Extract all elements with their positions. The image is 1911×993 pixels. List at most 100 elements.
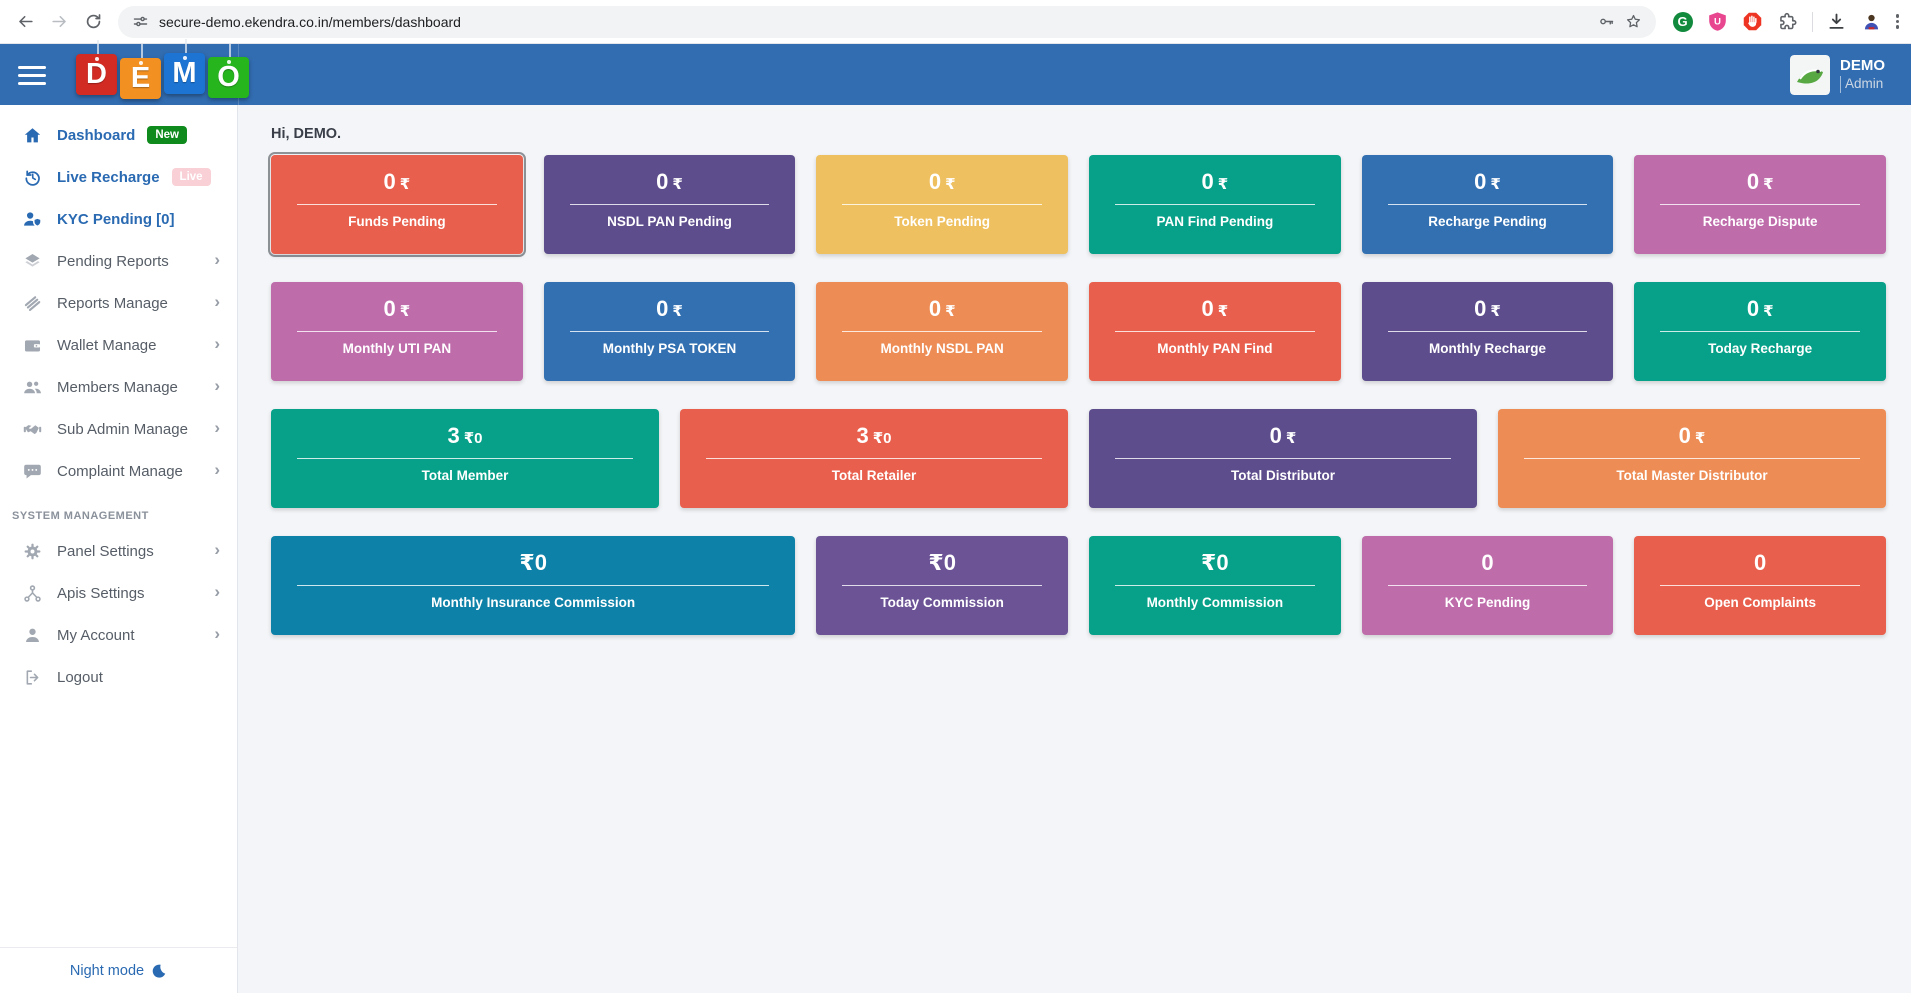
card-value-suffix: ₹ xyxy=(1490,303,1501,320)
url-text[interactable]: secure-demo.ekendra.co.in/members/dashbo… xyxy=(159,13,461,30)
site-settings-icon[interactable] xyxy=(132,13,149,30)
sidebar-item-members-manage[interactable]: Members Manage › xyxy=(0,366,237,408)
card-value-suffix: ₹ xyxy=(945,303,956,320)
sidebar-item-label: Logout xyxy=(57,668,103,686)
ublock-icon[interactable]: U xyxy=(1707,11,1729,33)
browser-profile-icon[interactable] xyxy=(1861,11,1883,33)
card-monthly-insurance-commission[interactable]: ₹0 Monthly Insurance Commission xyxy=(271,536,796,635)
logo-letter: O xyxy=(208,43,249,98)
handshake-icon xyxy=(19,420,45,439)
forward-icon[interactable] xyxy=(42,5,76,39)
sidebar-item-my-account[interactable]: My Account › xyxy=(0,614,237,656)
card-monthly-psa-token[interactable]: 0 ₹ Monthly PSA TOKEN xyxy=(543,282,796,381)
card-divider xyxy=(1115,331,1315,333)
back-icon[interactable] xyxy=(8,5,42,39)
card-value-suffix: ₹ xyxy=(672,303,683,320)
card-label: Total Master Distributor xyxy=(1616,468,1768,484)
card-today-commission[interactable]: ₹0 Today Commission xyxy=(816,536,1068,635)
card-divider xyxy=(1115,458,1451,460)
card-value-suffix: ₹ xyxy=(399,303,411,320)
sidebar-item-reports-manage[interactable]: Reports Manage › xyxy=(0,282,237,324)
sidebar-item-wallet-manage[interactable]: Wallet Manage › xyxy=(0,324,237,366)
sidebar-item-label: Live Recharge xyxy=(57,168,160,186)
sidebar-item-dashboard[interactable]: Dashboard New xyxy=(0,114,237,156)
sidebar-item-live-recharge[interactable]: Live Recharge Live xyxy=(0,156,237,198)
card-funds-pending[interactable]: 0 ₹ Funds Pending xyxy=(268,152,526,257)
card-value-suffix: ₹ xyxy=(399,176,411,193)
card-value: 0 ₹ xyxy=(1634,169,1886,194)
chevron-right-icon: › xyxy=(214,250,220,270)
sidebar-item-panel-settings[interactable]: Panel Settings › xyxy=(0,530,237,572)
sidebar-item-pending-reports[interactable]: Pending Reports › xyxy=(0,240,237,282)
card-divider xyxy=(297,585,770,587)
password-key-icon[interactable] xyxy=(1598,13,1615,30)
card-monthly-pan-find[interactable]: 0 ₹ Monthly PAN Find xyxy=(1089,282,1341,381)
card-recharge-dispute[interactable]: 0 ₹ Recharge Dispute xyxy=(1634,155,1886,254)
grammarly-icon[interactable]: G xyxy=(1672,11,1694,33)
card-nsdl-pan-pending[interactable]: 0 ₹ NSDL PAN Pending xyxy=(543,155,796,254)
user-menu[interactable]: DEMO Admin xyxy=(1790,55,1885,95)
badge-new: New xyxy=(147,126,188,144)
card-monthly-uti-pan[interactable]: 0 ₹ Monthly UTI PAN xyxy=(271,282,523,381)
user-check-icon xyxy=(19,210,45,229)
card-label: Monthly PSA TOKEN xyxy=(602,341,737,357)
card-divider xyxy=(297,458,633,460)
downloads-icon[interactable] xyxy=(1826,11,1848,33)
card-value-number: 0 xyxy=(1201,296,1214,321)
card-monthly-commission[interactable]: ₹0 Monthly Commission xyxy=(1089,536,1341,635)
card-label: Monthly Recharge xyxy=(1428,341,1546,357)
card-total-distributor[interactable]: 0 ₹ Total Distributor xyxy=(1089,409,1477,508)
card-recharge-pending[interactable]: 0 ₹ Recharge Pending xyxy=(1361,155,1614,254)
card-label: Total Distributor xyxy=(1231,468,1335,484)
sidebar-item-sub-admin-manage[interactable]: Sub Admin Manage › xyxy=(0,408,237,450)
address-bar[interactable]: secure-demo.ekendra.co.in/members/dashbo… xyxy=(118,5,1656,38)
card-value-suffix: ₹ xyxy=(1217,176,1229,193)
sidebar-nav: Dashboard New Live Recharge Live KYC Pending… xyxy=(0,105,237,698)
bookmark-star-icon[interactable] xyxy=(1625,13,1642,30)
card-value-number: 0 xyxy=(928,169,942,194)
card-divider xyxy=(1387,331,1588,333)
card-monthly-nsdl-pan[interactable]: 0 ₹ Monthly NSDL PAN xyxy=(816,282,1068,381)
sidebar-item-label: Apis Settings xyxy=(57,584,145,602)
card-value: 0 ₹ xyxy=(1089,423,1477,448)
sidebar-item-apis-settings[interactable]: Apis Settings › xyxy=(0,572,237,614)
night-mode-toggle[interactable]: Night mode xyxy=(0,947,237,993)
card-total-member[interactable]: 3 ₹0 Total Member xyxy=(271,409,659,508)
card-label: Funds Pending xyxy=(348,214,446,230)
menu-dots-icon[interactable] xyxy=(1895,14,1899,29)
sidebar-section-label: SYSTEM MANAGEMENT xyxy=(12,510,149,522)
card-value: 0 ₹ xyxy=(816,296,1068,321)
card-divider xyxy=(1115,204,1315,206)
card-token-pending[interactable]: 0 ₹ Token Pending xyxy=(816,155,1068,254)
card-value-suffix: ₹ xyxy=(945,176,956,193)
sidebar-item-kyc-pending-0[interactable]: KYC Pending [0] xyxy=(0,198,237,240)
card-value-number: 0 xyxy=(1474,296,1487,321)
card-today-recharge[interactable]: 0 ₹ Today Recharge xyxy=(1634,282,1886,381)
sidebar-item-label: Wallet Manage xyxy=(57,336,157,354)
card-open-complaints[interactable]: 0 Open Complaints xyxy=(1634,536,1886,635)
card-value-number: ₹0 xyxy=(519,550,547,575)
sidebar-item-logout[interactable]: Logout xyxy=(0,656,237,698)
card-value: 0 ₹ xyxy=(544,296,796,321)
card-kyc-pending[interactable]: 0 KYC Pending xyxy=(1361,536,1614,635)
card-divider xyxy=(1660,585,1860,587)
card-divider xyxy=(842,585,1042,587)
chat-icon xyxy=(19,462,45,481)
card-monthly-recharge[interactable]: 0 ₹ Monthly Recharge xyxy=(1361,282,1614,381)
card-label: Today Recharge xyxy=(1708,341,1813,357)
card-total-retailer[interactable]: 3 ₹0 Total Retailer xyxy=(680,409,1068,508)
adblock-icon[interactable] xyxy=(1742,11,1764,33)
card-label: PAN Find Pending xyxy=(1156,214,1274,230)
card-total-master-distributor[interactable]: 0 ₹ Total Master Distributor xyxy=(1498,409,1886,508)
sidebar-item-complaint-manage[interactable]: Complaint Manage › xyxy=(0,450,237,492)
card-pan-find-pending[interactable]: 0 ₹ PAN Find Pending xyxy=(1089,155,1341,254)
sidebar-item-label: Pending Reports xyxy=(57,252,169,270)
browser-toolbar: secure-demo.ekendra.co.in/members/dashbo… xyxy=(0,0,1911,44)
reload-icon[interactable] xyxy=(76,5,110,39)
logout-icon xyxy=(19,668,45,687)
card-label: Total Member xyxy=(421,468,509,484)
card-value-suffix: ₹ xyxy=(1763,303,1774,320)
extensions-puzzle-icon[interactable] xyxy=(1777,11,1799,33)
hamburger-menu-icon[interactable] xyxy=(18,66,46,90)
